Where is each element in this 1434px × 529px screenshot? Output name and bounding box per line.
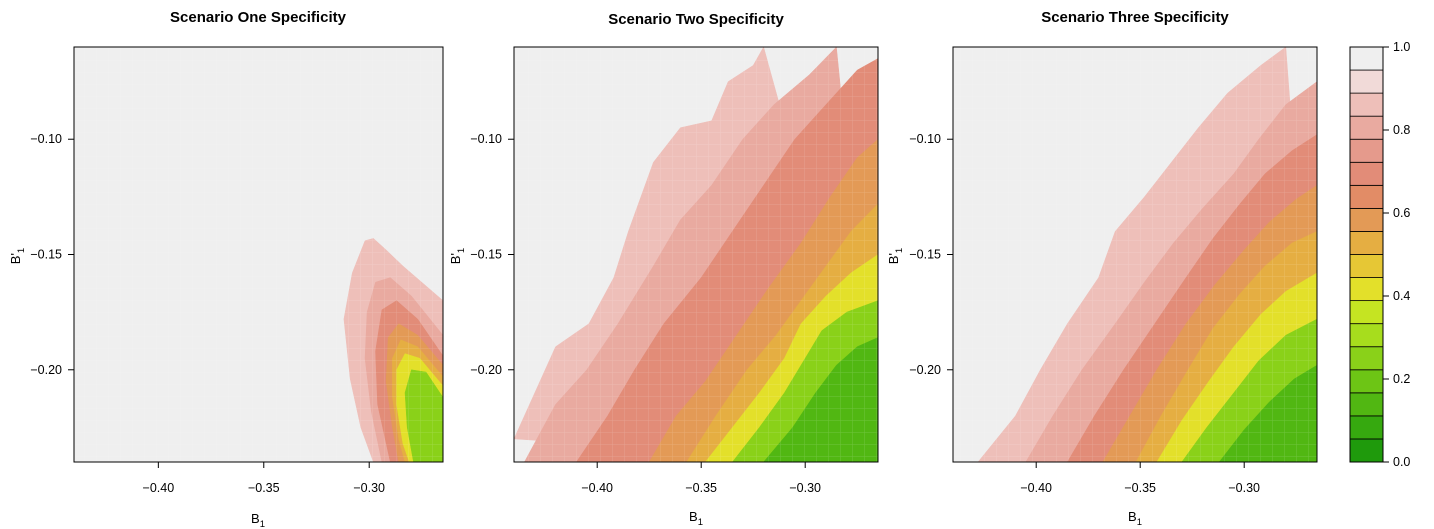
y-tick-label: −0.15 [30, 248, 62, 262]
grid-texture [953, 47, 1317, 462]
colorbar-tick-label: 0.8 [1393, 123, 1410, 137]
colorbar-level [1349, 115, 1384, 140]
colorbar-frame [1349, 46, 1384, 463]
colorbar-level [1349, 415, 1384, 440]
x-tick-label: −0.35 [248, 481, 280, 495]
chart-title: Scenario One Specificity [170, 9, 347, 26]
x-axis-label: B1 [689, 509, 703, 528]
y-axis: −0.10 −0.15 −0.20 [909, 132, 953, 377]
colorbar-level [1349, 300, 1384, 325]
plot-area [74, 47, 443, 462]
colorbar-level [1349, 392, 1384, 417]
x-axis: −0.40 −0.35 −0.30 [1020, 462, 1260, 495]
x-tick-label: −0.35 [685, 481, 717, 495]
x-axis-label: B1 [1128, 509, 1142, 528]
colorbar-level [1349, 254, 1384, 278]
x-tick-label: −0.40 [1020, 481, 1052, 495]
panel-scenario-three: Scenario Three Specificity −0.40 −0.35 −0.… [886, 9, 1318, 528]
colorbar-level [1349, 323, 1384, 348]
y-tick-label: −0.15 [470, 248, 502, 262]
panel-scenario-one: Scenario One Specificity −0.40 −0.35 −0.30… [8, 9, 444, 529]
chart-title: Scenario Three Specificity [1041, 9, 1229, 26]
y-axis: −0.10 −0.15 −0.20 [470, 132, 514, 377]
colorbar-levels [1349, 46, 1384, 463]
colorbar-level [1349, 369, 1384, 394]
colorbar-tick-label: 0.6 [1393, 206, 1410, 220]
x-tick-label: −0.30 [353, 481, 385, 495]
grid-texture [74, 47, 443, 462]
colorbar-level [1349, 346, 1384, 371]
y-tick-label: −0.10 [909, 132, 941, 146]
x-tick-label: −0.30 [1228, 481, 1260, 495]
x-tick-label: −0.30 [789, 481, 821, 495]
colorbar-tick-label: 0.0 [1393, 455, 1410, 469]
y-axis-label: B'1 [448, 248, 467, 264]
colorbar-level [1349, 277, 1384, 302]
y-tick-label: −0.20 [30, 363, 62, 377]
y-tick-label: −0.10 [470, 132, 502, 146]
colorbar-level [1349, 184, 1384, 209]
y-axis-label: B'1 [886, 248, 905, 264]
y-tick-label: −0.20 [470, 363, 502, 377]
colorbar: 0.0 0.2 0.4 0.6 0.8 1.0 [1349, 40, 1410, 469]
colorbar-level [1349, 231, 1384, 255]
colorbar-level [1349, 46, 1384, 71]
y-tick-label: −0.20 [909, 363, 941, 377]
colorbar-level [1349, 438, 1384, 463]
colorbar-level [1349, 92, 1384, 117]
y-axis-label: B'1 [8, 248, 27, 264]
x-axis: −0.40 −0.35 −0.30 [143, 462, 385, 495]
x-tick-label: −0.40 [143, 481, 175, 495]
panel-scenario-two: Scenario Two Specificity −0.40 −0.35 −0.30… [448, 11, 879, 528]
y-tick-label: −0.15 [909, 248, 941, 262]
colorbar-tick-label: 0.4 [1393, 289, 1410, 303]
grid-texture [514, 47, 878, 462]
colorbar-tick-label: 0.2 [1393, 372, 1410, 386]
x-tick-label: −0.40 [581, 481, 613, 495]
plot-area [514, 47, 878, 462]
x-axis-label: B1 [251, 511, 265, 529]
plot-area [953, 47, 1317, 462]
colorbar-level [1349, 138, 1384, 163]
x-axis: −0.40 −0.35 −0.30 [581, 462, 821, 495]
colorbar-level [1349, 161, 1384, 186]
y-axis: −0.10 −0.15 −0.20 [30, 132, 74, 377]
colorbar-axis: 0.0 0.2 0.4 0.6 0.8 1.0 [1383, 40, 1410, 469]
colorbar-level [1349, 69, 1384, 94]
y-tick-label: −0.10 [30, 132, 62, 146]
chart-title: Scenario Two Specificity [608, 11, 784, 28]
colorbar-level [1349, 207, 1384, 232]
x-tick-label: −0.35 [1124, 481, 1156, 495]
colorbar-tick-label: 1.0 [1393, 40, 1410, 54]
